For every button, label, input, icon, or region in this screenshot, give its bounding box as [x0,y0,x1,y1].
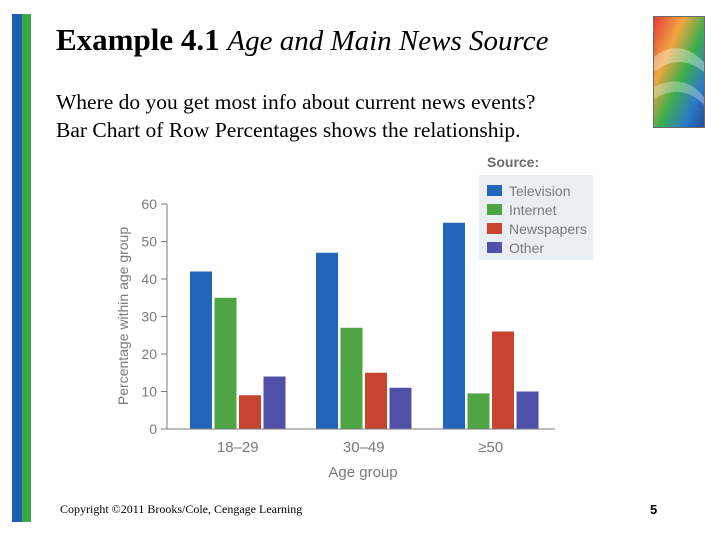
subtitle-line-2: Bar Chart of Row Percentages shows the r… [56,118,521,142]
left-accent-bar-green [22,14,31,522]
decorative-logo-image [653,16,705,128]
x-tick-label: 30–49 [343,439,385,456]
bar-other-3 [516,391,539,429]
x-tick-label: 18–29 [217,439,259,456]
bar-internet-3 [467,393,490,429]
legend-label-television: Television [509,183,570,199]
bars-group [190,222,539,429]
y-tick-label: 40 [141,271,157,287]
legend-swatch-other [487,242,502,253]
bar-newspapers-1 [239,395,261,429]
slide-title: Example 4.1 Age and Main News Source [56,22,548,58]
y-tick-label: 10 [141,384,157,400]
y-tick-label: 30 [141,309,157,325]
x-tick-label: ≥50 [478,439,503,456]
slide-subtitle: Where do you get most info about current… [56,88,535,144]
bar-internet-2 [340,327,363,429]
legend-title: Source: [487,154,539,170]
bar-internet-1 [214,297,237,429]
x-axis-label: Age group [328,464,397,481]
x-ticks-group: 18–29 30–49 ≥50 [217,439,503,456]
y-ticks-group: 0 10 20 30 40 50 60 [141,196,167,437]
y-tick-label: 20 [141,346,157,362]
legend-label-internet: Internet [509,202,557,218]
y-tick-label: 60 [141,196,157,212]
legend-label-newspapers: Newspapers [509,221,587,237]
legend-items-group: Television Internet Newspapers Other [487,183,587,256]
bar-television-3 [443,222,465,429]
bar-television-1 [190,271,212,429]
bar-newspapers-3 [492,331,514,429]
legend-label-other: Other [509,240,544,256]
legend-swatch-internet [487,204,502,215]
copyright-footer: Copyright ©2011 Brooks/Cole, Cengage Lea… [60,502,303,516]
left-accent-bar-blue [12,14,22,522]
y-tick-label: 0 [149,421,157,437]
y-axis-label: Percentage within age group [115,227,131,405]
page-number: 5 [650,502,658,517]
legend-swatch-newspapers [487,223,502,234]
bar-other-2 [389,387,412,429]
title-sub: Age and Main News Source [227,25,549,57]
bar-newspapers-2 [365,372,387,429]
bar-television-2 [316,252,338,429]
title-main: Example 4.1 [56,22,220,57]
y-tick-label: 50 [141,234,157,250]
legend-swatch-television [487,185,502,196]
subtitle-line-1: Where do you get most info about current… [56,90,536,114]
bar-other-1 [263,376,286,429]
